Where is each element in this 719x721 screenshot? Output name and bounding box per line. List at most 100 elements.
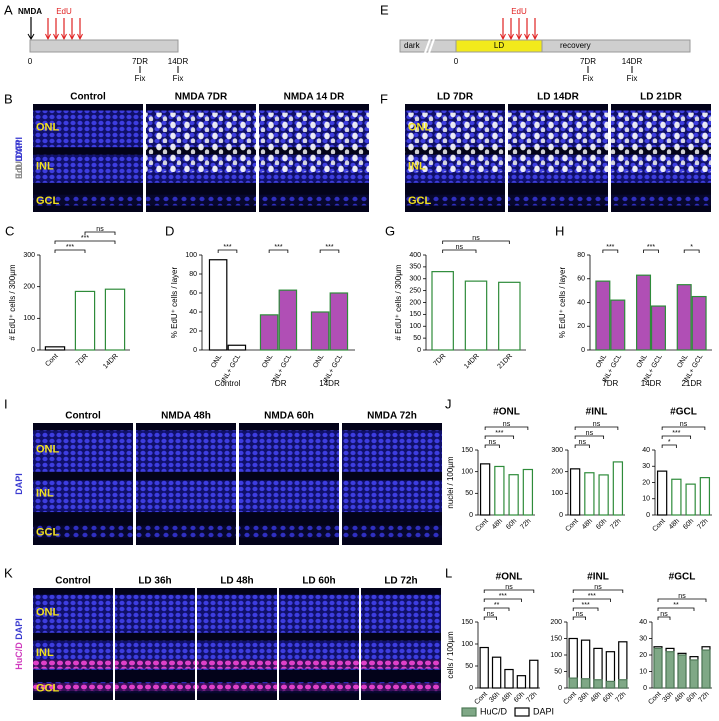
bar <box>650 305 666 351</box>
significance-label: ns <box>586 430 594 437</box>
significance-label: ns <box>594 584 602 591</box>
micrograph <box>361 588 441 700</box>
significance-label: ns <box>96 226 104 233</box>
edu-cells <box>259 112 369 173</box>
bar <box>699 477 711 516</box>
y-tick-label: 100 <box>461 641 473 648</box>
y-tick-label: 100 <box>185 252 197 259</box>
y-tick-label: 100 <box>23 315 35 322</box>
micrograph <box>146 104 256 212</box>
significance-bracket <box>483 607 510 611</box>
group-label: Control <box>215 379 241 388</box>
layer-label: GCL <box>408 195 432 207</box>
y-tick-label: 10 <box>642 496 650 503</box>
x-tick-label: 48h <box>491 518 504 531</box>
bar <box>569 468 581 516</box>
arrow-head <box>524 33 530 41</box>
timeline-recovery <box>541 39 691 53</box>
y-tick-label: 50 <box>465 490 473 497</box>
significance-label: *** <box>588 593 596 600</box>
y-tick-label: 300 <box>23 252 35 259</box>
gcl-band <box>146 194 256 206</box>
panel-letter: F <box>380 91 388 106</box>
bar <box>595 280 611 351</box>
timeline-bar <box>29 39 179 53</box>
gcl-band <box>405 194 505 206</box>
bar <box>227 344 247 351</box>
bar <box>431 271 454 351</box>
significance-label: * <box>690 244 693 251</box>
significance-label: *** <box>81 235 89 242</box>
significance-bracket <box>657 607 695 611</box>
y-tick-label: 40 <box>639 619 647 626</box>
y-tick-label: 30 <box>639 635 647 642</box>
x-tick-label: 48h <box>501 691 514 704</box>
gcl-band <box>33 525 133 538</box>
significance-label: ns <box>678 593 686 600</box>
layer-label: ONL <box>36 122 60 134</box>
bar <box>504 668 514 689</box>
micrograph-title: LD 7DR <box>437 92 474 103</box>
x-tick-label: 36h <box>488 691 501 704</box>
chart-title: #INL <box>586 407 608 418</box>
bar <box>691 295 707 351</box>
y-tick-label: 20 <box>189 328 197 335</box>
arrow-head <box>77 33 83 41</box>
bar <box>568 677 578 689</box>
x-tick-label: 60h <box>686 691 699 704</box>
gcl-band <box>136 525 236 538</box>
x-tick-label: 36h <box>662 691 675 704</box>
stain-name: DAPI <box>14 140 24 164</box>
micrograph-title: NMDA 60h <box>264 411 314 422</box>
y-tick-label: 60 <box>577 276 585 283</box>
x-tick-label: Cont <box>474 518 489 533</box>
significance-bracket <box>483 616 497 620</box>
x-tick-label: 48h <box>581 518 594 531</box>
huc-gcl <box>279 683 359 692</box>
y-tick-label: 20 <box>577 323 585 330</box>
gcl-band <box>259 194 369 206</box>
arrow-head <box>61 33 67 41</box>
significance-label: *** <box>325 244 333 251</box>
significance-label: ns <box>579 439 587 446</box>
pulse-label: EdU <box>511 7 527 16</box>
x-tick-label: ONL <box>636 353 649 369</box>
recovery-label: recovery <box>560 41 591 50</box>
bar <box>636 274 652 351</box>
x-tick-label: 60h <box>595 518 608 531</box>
group-label: 21DR <box>681 379 702 388</box>
x-tick-label: 7DR <box>75 353 90 368</box>
y-tick-label: 30 <box>642 463 650 470</box>
bar <box>464 280 488 351</box>
micrograph <box>279 588 359 700</box>
bar <box>612 461 624 516</box>
significance-bracket <box>484 435 515 439</box>
panel-letter: L <box>445 565 452 580</box>
bar <box>491 656 502 689</box>
layer-label: GCL <box>36 195 60 207</box>
chart-title: #INL <box>587 572 609 583</box>
y-tick-label: 50 <box>465 663 473 670</box>
edu-cells <box>405 112 505 173</box>
x-tick-label: 48h <box>668 518 681 531</box>
significance-bracket <box>661 444 677 448</box>
huc-band <box>279 659 359 669</box>
significance-label: ns <box>456 244 464 251</box>
fix-label: Fix <box>173 74 184 83</box>
significance-label: *** <box>582 602 590 609</box>
y-tick-label: 0 <box>643 685 647 692</box>
y-tick-label: 0 <box>417 347 421 354</box>
stain-label: HuC/D DAPI <box>14 618 24 670</box>
bar <box>618 679 628 689</box>
layer-label: INL <box>36 647 54 659</box>
significance-label: ** <box>494 602 500 609</box>
x-tick-label: 48h <box>590 691 603 704</box>
micrograph-title: NMDA 72h <box>367 411 417 422</box>
inl-band <box>136 480 236 513</box>
onl-band <box>115 594 195 633</box>
bar <box>671 478 682 516</box>
bar <box>494 465 505 516</box>
panel-letter: G <box>385 223 395 238</box>
bar <box>329 292 349 351</box>
